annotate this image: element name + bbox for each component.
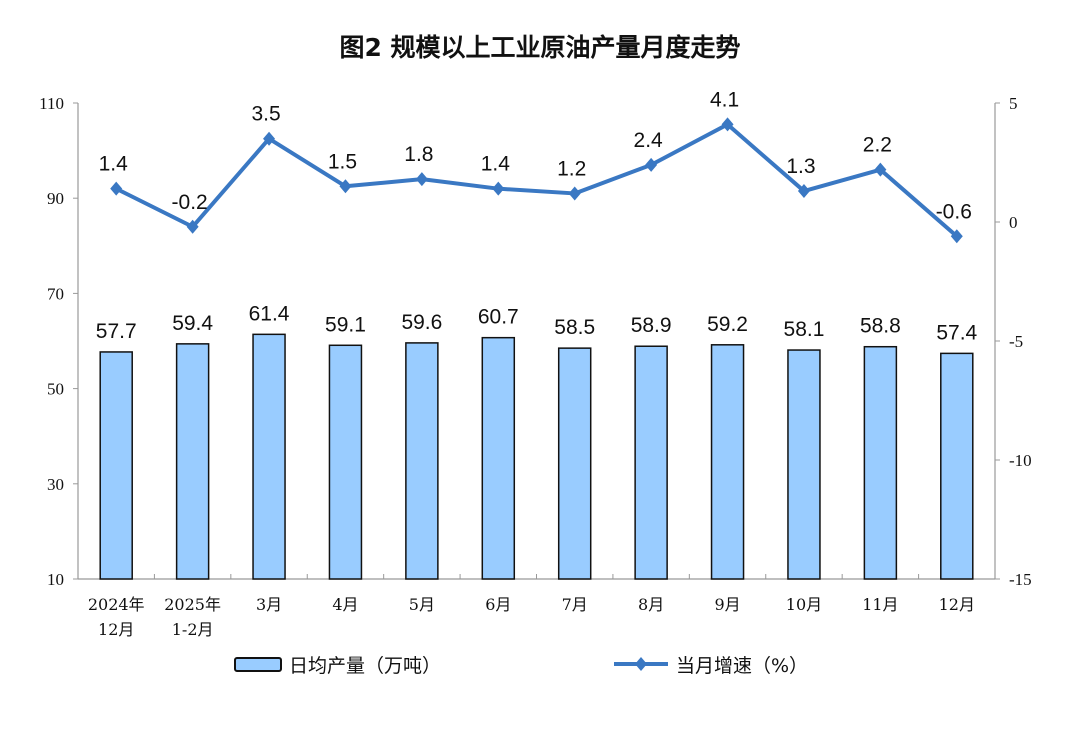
left-tick-label: 70: [47, 284, 64, 303]
line-marker: [950, 229, 963, 244]
bar: [787, 349, 821, 580]
line-data-label: 2.4: [634, 129, 664, 152]
line-marker: [339, 179, 352, 194]
bar: [481, 336, 516, 580]
bar: [863, 345, 898, 580]
x-tick-label: 2025年: [164, 595, 221, 614]
bar-data-label: 59.2: [707, 313, 748, 336]
line-data-label: 4.1: [710, 88, 739, 111]
line-marker: [568, 186, 581, 201]
left-tick-label: 90: [47, 189, 64, 208]
x-tick-label: 2024年: [88, 595, 145, 614]
x-tick-label: 7月: [562, 595, 588, 614]
right-tick-label: -5: [1009, 332, 1023, 351]
right-tick-label: 5: [1009, 94, 1018, 113]
x-tick-label: 3月: [256, 595, 282, 614]
right-tick-label: 0: [1009, 213, 1018, 232]
line-data-label: 3.5: [251, 103, 280, 126]
line-data-label: -0.6: [936, 200, 972, 223]
line-data-label: 1.5: [328, 150, 357, 173]
line-marker: [263, 131, 276, 146]
left-tick-label: 30: [47, 475, 64, 494]
x-tick-label: 9月: [714, 595, 740, 614]
line-marker: [721, 117, 734, 132]
bar: [99, 351, 133, 580]
x-tick-label: 1-2月: [172, 620, 214, 639]
bar-data-label: 58.8: [860, 315, 901, 338]
x-tick-label: 12月: [939, 595, 975, 614]
line-marker: [797, 184, 810, 199]
legend-bar-swatch: [234, 657, 282, 672]
x-tick-label: 10月: [786, 595, 822, 614]
line-data-label: 2.2: [863, 134, 892, 157]
bar-data-label: 58.5: [554, 316, 595, 339]
line-marker: [645, 157, 658, 172]
line-series: [115, 122, 959, 238]
x-tick-label: 11月: [862, 595, 898, 614]
bar: [634, 345, 668, 580]
line-data-label: 1.3: [786, 155, 815, 178]
legend-line-marker: [635, 657, 647, 671]
x-tick-label: 4月: [332, 595, 358, 614]
bar: [328, 344, 363, 580]
bar-data-label: 59.1: [325, 313, 366, 336]
line-marker: [492, 181, 505, 196]
bar-data-label: 58.1: [784, 318, 825, 341]
line-data-label: 1.4: [481, 153, 511, 176]
chart-title: 图2 规模以上工业原油产量月度走势: [339, 33, 741, 62]
legend-bar-label: 日均产量（万吨）: [289, 655, 441, 677]
x-tick-label: 12月: [98, 620, 134, 639]
bar: [710, 344, 745, 580]
bar: [175, 343, 210, 580]
bar-data-label: 57.7: [96, 320, 137, 343]
line-marker: [110, 181, 123, 196]
right-tick-label: -10: [1009, 451, 1032, 470]
bar-data-label: 57.4: [936, 321, 977, 344]
right-tick-label: -15: [1009, 570, 1032, 589]
legend-line-label: 当月增速（%）: [676, 655, 808, 677]
line-marker: [186, 219, 199, 234]
bar: [940, 352, 974, 580]
bar-data-label: 59.6: [401, 311, 442, 334]
line-marker: [874, 162, 887, 177]
line-data-label: -0.2: [172, 191, 208, 214]
left-tick-label: 50: [47, 380, 64, 399]
line-data-label: 1.8: [404, 143, 433, 166]
bar-data-label: 58.9: [631, 314, 672, 337]
left-tick-label: 110: [39, 94, 64, 113]
x-tick-label: 5月: [409, 595, 435, 614]
line-data-label: 1.4: [99, 153, 129, 176]
bar-data-label: 61.4: [249, 302, 290, 325]
bar: [252, 333, 286, 580]
x-tick-label: 6月: [485, 595, 511, 614]
x-tick-label: 8月: [638, 595, 664, 614]
bar-data-label: 59.4: [172, 312, 213, 335]
line-data-label: 1.2: [557, 157, 586, 180]
bar: [405, 342, 439, 580]
left-tick-label: 10: [47, 570, 64, 589]
line-marker: [415, 172, 428, 187]
bar: [557, 347, 592, 580]
bar-data-label: 60.7: [478, 306, 519, 329]
